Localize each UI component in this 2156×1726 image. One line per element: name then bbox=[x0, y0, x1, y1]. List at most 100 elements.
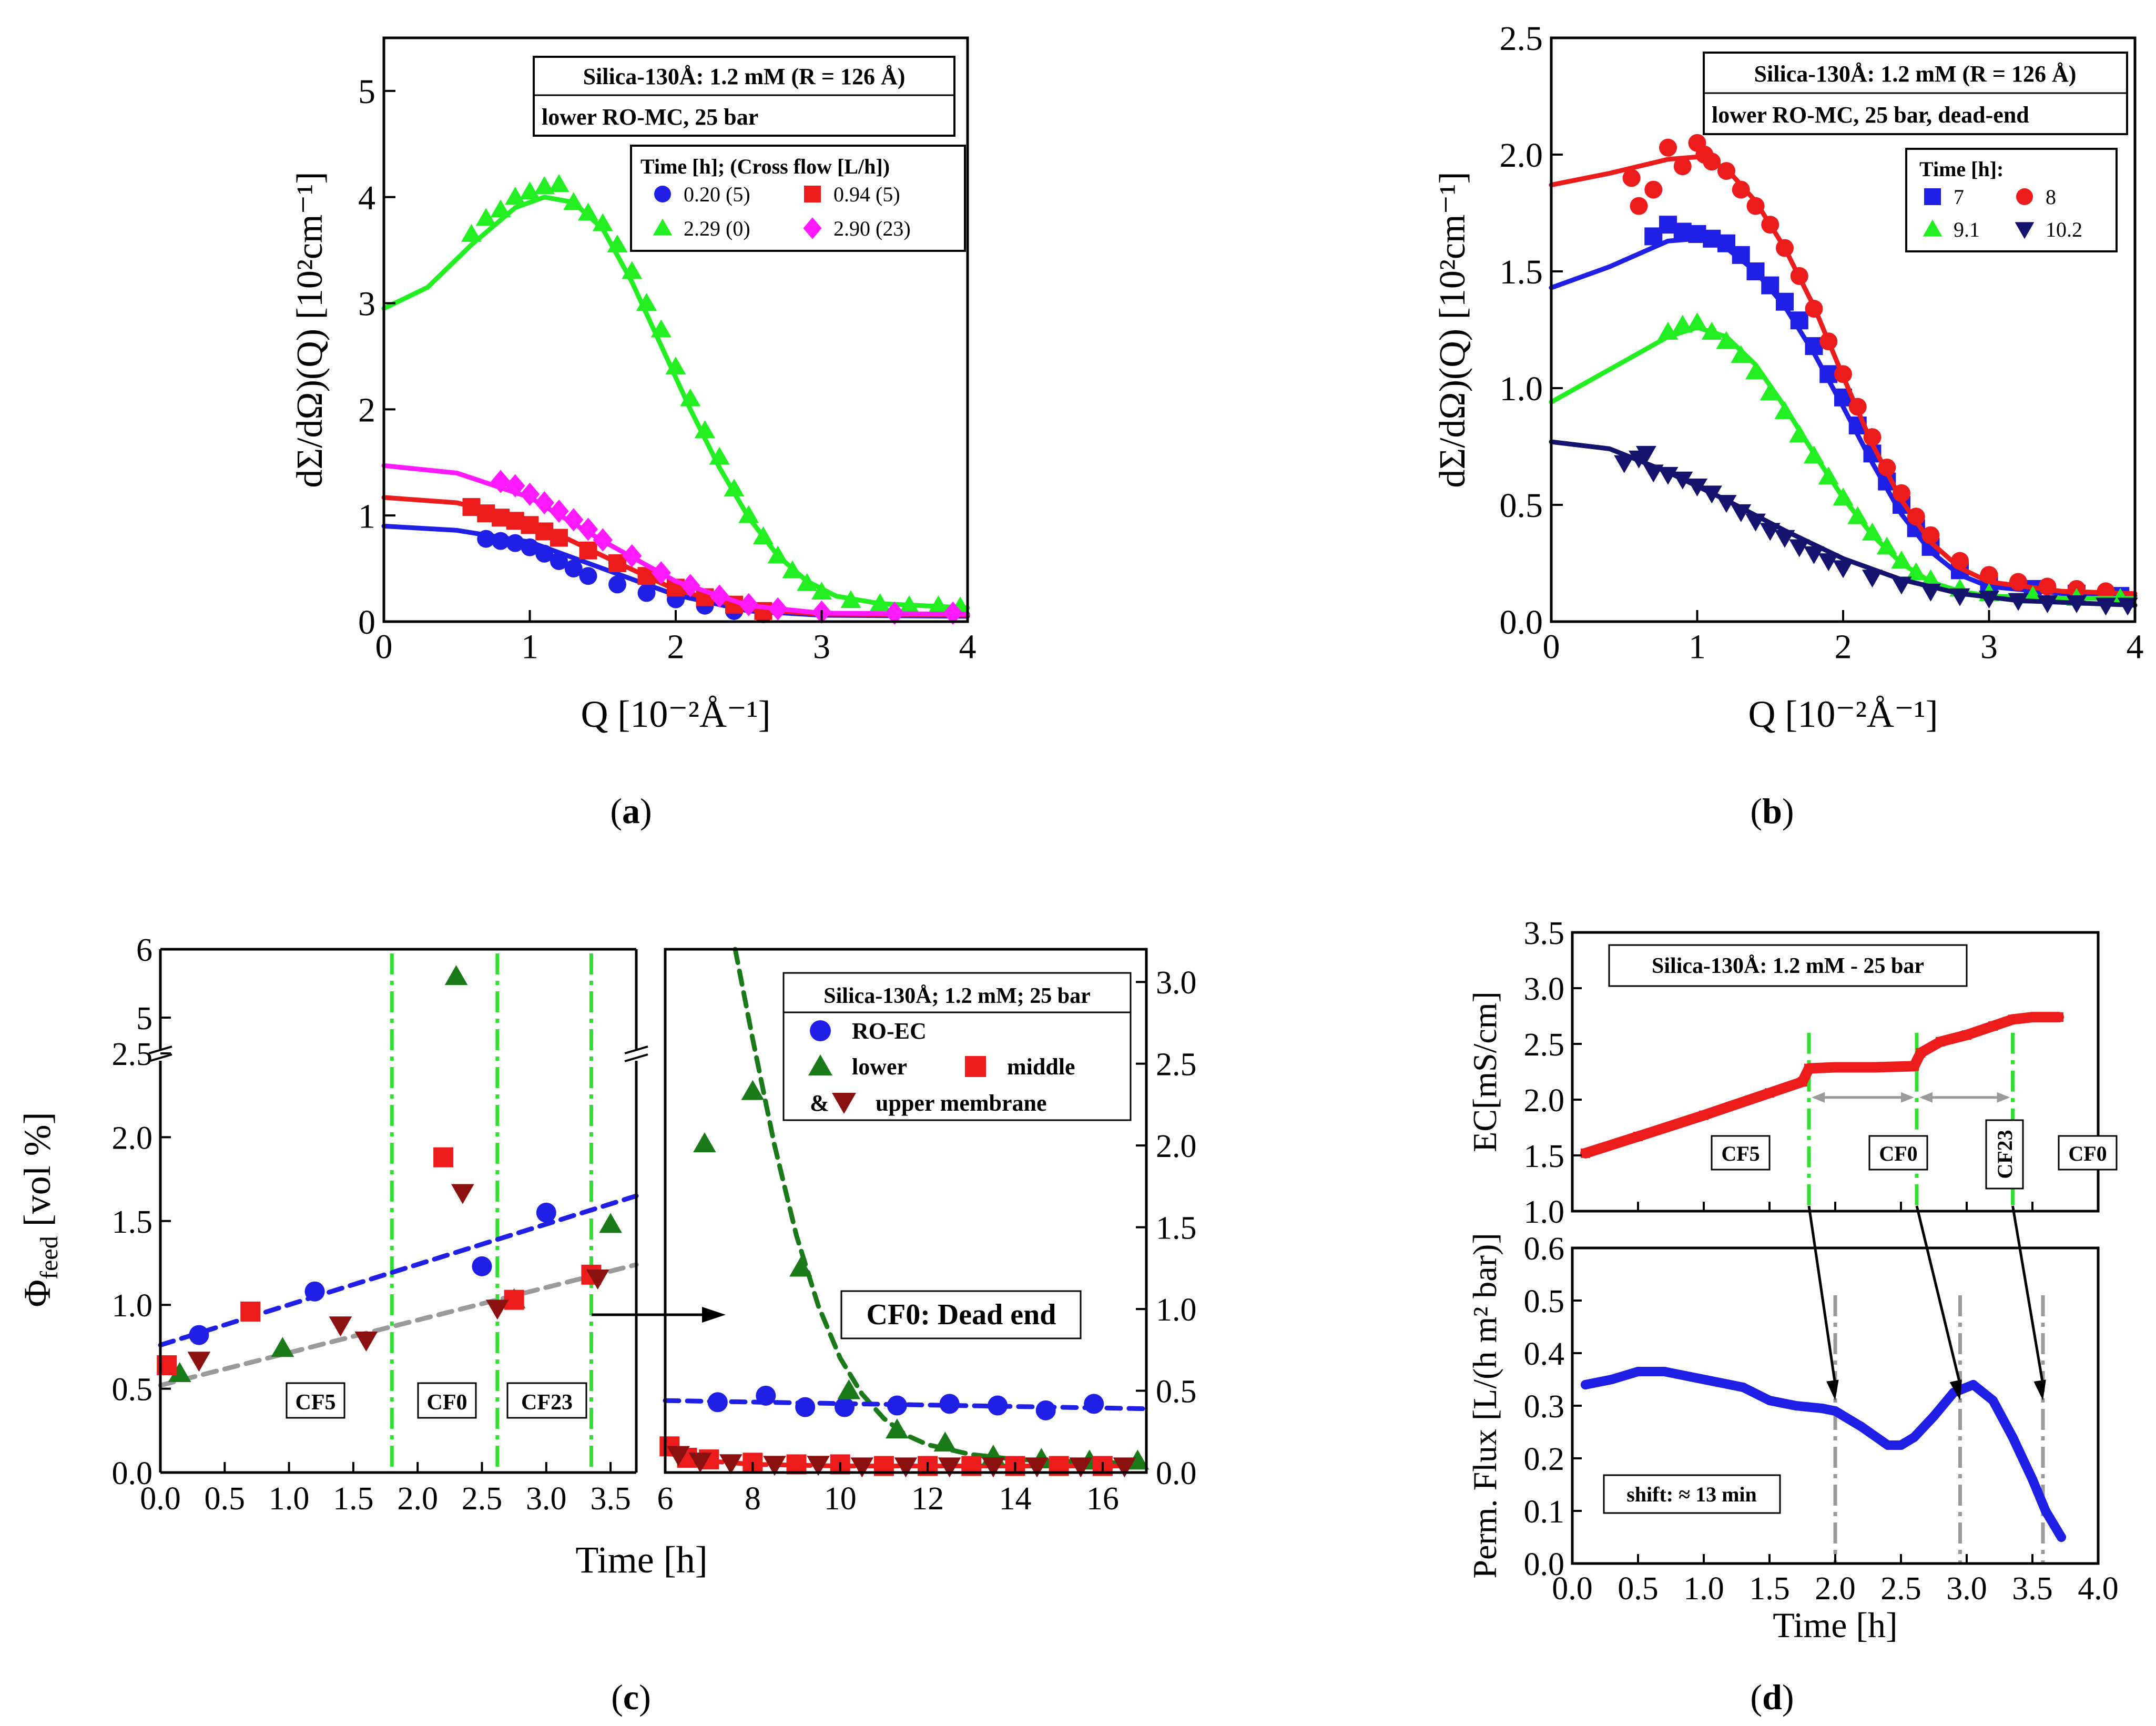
x-tick-label: 2 bbox=[1835, 627, 1852, 666]
data-point bbox=[1703, 153, 1721, 171]
y-tick-label: 0.3 bbox=[1524, 1389, 1565, 1425]
y-tick-label: 2.5 bbox=[1500, 19, 1543, 58]
phase-label-box bbox=[2058, 1135, 2118, 1171]
data-point bbox=[1876, 536, 1897, 555]
x-tick-label: 4 bbox=[959, 627, 977, 666]
axis-break-mark bbox=[148, 1053, 172, 1062]
data-point bbox=[938, 1457, 961, 1478]
x-axis-title: Q [10⁻²Å⁻¹] bbox=[1748, 693, 1938, 735]
y-tick-label: 3.5 bbox=[1524, 916, 1565, 951]
data-point bbox=[939, 1394, 960, 1414]
ec-line bbox=[1580, 1012, 2064, 1159]
axis-break-mark bbox=[148, 1045, 172, 1054]
data-point bbox=[694, 420, 716, 439]
data-point bbox=[622, 544, 642, 567]
data-point bbox=[1761, 276, 1779, 295]
data-point bbox=[2037, 595, 2058, 614]
data-point bbox=[688, 1453, 712, 1473]
legend-label: 2.90 (23) bbox=[833, 217, 911, 240]
y-axis-title: Φfeed [vol %] bbox=[16, 1112, 63, 1307]
data-point bbox=[884, 601, 904, 625]
x-tick-label: 14 bbox=[999, 1481, 1031, 1517]
data-point bbox=[988, 1395, 1008, 1416]
data-point bbox=[519, 181, 541, 200]
panel-c-chart: 0.0 0.5 1.0 1.5 2.0 2.5 3.0 3.5 0.0 0.5 1.0 1.5 2.0 2… bbox=[16, 932, 1197, 1581]
y-tick-label: 0 bbox=[358, 603, 375, 642]
phase-label-box bbox=[1985, 1119, 2024, 1190]
legend-label: middle bbox=[1007, 1054, 1075, 1080]
y-axis-title: dΣ/dΩ)(Q) [10²cm⁻¹] bbox=[290, 171, 330, 488]
phase-label: CF23 bbox=[521, 1390, 573, 1415]
phase-label-box bbox=[506, 1382, 587, 1419]
y-tick-label: 4 bbox=[358, 179, 375, 217]
data-point bbox=[2054, 1012, 2063, 1022]
legend-box bbox=[630, 145, 966, 252]
legend-label: 8 bbox=[2046, 185, 2056, 209]
x-tick-label: 2.5 bbox=[1880, 1571, 1921, 1607]
x-tick-label: 1.0 bbox=[269, 1481, 310, 1517]
x-tick-label: 16 bbox=[1086, 1481, 1119, 1517]
data-point bbox=[622, 261, 643, 279]
data-point bbox=[1686, 312, 1708, 331]
data-point bbox=[1848, 398, 1867, 416]
legend-marker bbox=[965, 1056, 986, 1077]
data-point bbox=[933, 1431, 957, 1452]
data-point bbox=[1761, 216, 1779, 234]
shift-arrow bbox=[1915, 1205, 1961, 1385]
data-point bbox=[1830, 1062, 1840, 1072]
y-tick-label: 6 bbox=[136, 932, 152, 968]
y-tick-label: 5 bbox=[136, 1001, 152, 1037]
x-tick-label: 2.0 bbox=[1815, 1571, 1856, 1607]
y-tick-label: 3.0 bbox=[1156, 965, 1197, 1001]
legend-label: 10.2 bbox=[2046, 218, 2082, 241]
x-axis-title: Time [h] bbox=[1773, 1605, 1897, 1645]
phase-label-box bbox=[1711, 1135, 1771, 1171]
legend-label: 2.29 (0) bbox=[684, 217, 750, 240]
legend-box bbox=[1905, 148, 2118, 252]
data-point bbox=[579, 567, 597, 585]
data-point bbox=[1069, 1457, 1093, 1478]
data-point bbox=[1916, 1048, 1926, 1058]
data-point bbox=[444, 965, 468, 986]
info-box-line: Silica-130Å: 1.2 mM - 25 bar bbox=[1652, 954, 1924, 978]
data-point bbox=[1920, 569, 1941, 587]
data-point bbox=[1630, 197, 1648, 215]
data-point bbox=[534, 491, 554, 515]
legend-marker bbox=[803, 217, 822, 239]
data-point bbox=[1833, 560, 1854, 578]
data-point bbox=[1765, 1396, 1774, 1405]
info-box-line: Silica-130Å: 1.2 mM (R = 126 Å) bbox=[1754, 61, 2077, 87]
data-point bbox=[1746, 197, 1765, 215]
data-point bbox=[1988, 1021, 1998, 1031]
data-point bbox=[1789, 424, 1810, 443]
data-point bbox=[240, 1301, 261, 1322]
data-point bbox=[1818, 553, 1839, 572]
legend-marker bbox=[1924, 188, 1941, 205]
data-point bbox=[304, 1281, 325, 1302]
data-point bbox=[1716, 331, 1737, 349]
legend-label: 0.20 (5) bbox=[684, 182, 750, 206]
data-point bbox=[1804, 1063, 1814, 1073]
y-axis-title: dΣ/dΩ)(Q) [10²cm⁻¹] bbox=[1432, 171, 1473, 488]
data-point bbox=[739, 593, 759, 616]
phase-label: CF5 bbox=[1721, 1142, 1760, 1165]
y-tick-label: 3 bbox=[358, 285, 375, 323]
x-tick-label: 4.0 bbox=[2078, 1571, 2119, 1607]
panel-label-b: (b) bbox=[1750, 791, 1794, 831]
x-tick-label: 6 bbox=[657, 1481, 674, 1517]
data-point bbox=[724, 479, 745, 497]
data-point bbox=[1870, 1062, 1879, 1072]
x-tick-label: 0 bbox=[1543, 627, 1560, 666]
y-tick-label: 2.0 bbox=[1156, 1129, 1197, 1164]
data-point bbox=[943, 601, 963, 625]
legend-marker bbox=[653, 218, 673, 236]
range-arrow-head bbox=[1997, 1092, 2010, 1103]
legend-marker bbox=[810, 1020, 831, 1041]
data-point bbox=[1657, 466, 1679, 485]
legend-marker bbox=[1923, 219, 1943, 237]
y-axis-title: Perm. Flux [L/(h m² bar)] bbox=[1466, 1233, 1503, 1578]
data-point bbox=[599, 1213, 622, 1233]
data-point bbox=[2038, 577, 2057, 596]
data-point bbox=[1581, 1148, 1590, 1158]
data-point bbox=[709, 446, 730, 465]
